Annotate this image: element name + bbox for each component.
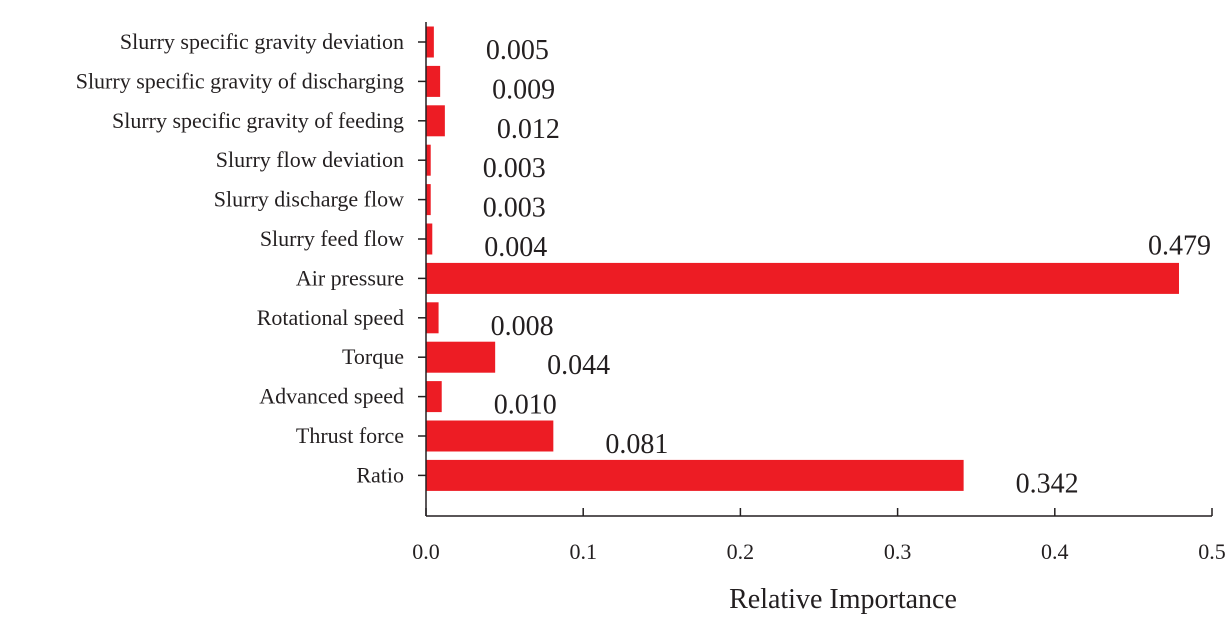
bar	[426, 144, 431, 176]
bar	[426, 26, 434, 58]
bar	[426, 262, 1179, 294]
bar	[426, 223, 433, 255]
value-label: 0.003	[483, 153, 546, 184]
bar	[426, 420, 554, 452]
bar	[426, 65, 441, 97]
category-label: Slurry discharge flow	[214, 187, 404, 212]
value-label: 0.342	[1016, 468, 1079, 499]
x-tick-label: 0.5	[1198, 539, 1226, 564]
category-label: Rotational speed	[257, 305, 404, 330]
category-label: Slurry specific gravity deviation	[120, 29, 404, 54]
bar	[426, 105, 445, 137]
x-tick-label: 0.3	[884, 539, 912, 564]
x-axis-title: Relative Importance	[729, 584, 957, 615]
value-label: 0.008	[491, 311, 554, 342]
bar	[426, 302, 439, 334]
value-label: 0.081	[605, 429, 668, 460]
x-tick-label: 0.2	[727, 539, 755, 564]
bar	[426, 341, 496, 373]
category-label: Slurry flow deviation	[216, 147, 404, 172]
category-label: Ratio	[356, 462, 404, 487]
value-label: 0.009	[492, 74, 555, 105]
category-label: Air pressure	[296, 265, 404, 290]
value-label: 0.044	[547, 350, 610, 381]
bar	[426, 381, 442, 413]
category-labels: Slurry specific gravity deviation Slurry …	[76, 29, 404, 487]
axes-group	[418, 22, 1212, 517]
value-label: 0.479	[1148, 230, 1211, 261]
bar	[426, 184, 431, 216]
category-label: Slurry specific gravity of feeding	[112, 108, 404, 133]
category-label: Advanced speed	[259, 384, 404, 409]
bars-group	[426, 26, 1179, 491]
category-label: Slurry specific gravity of discharging	[76, 68, 404, 93]
bar	[426, 459, 964, 491]
x-ticks: 0.0 0.1 0.2 0.3 0.4 0.5	[412, 508, 1226, 564]
category-label: Thrust force	[296, 423, 404, 448]
value-label: 0.010	[494, 390, 557, 421]
x-tick-label: 0.4	[1041, 539, 1069, 564]
value-label: 0.004	[484, 232, 547, 263]
value-label: 0.005	[486, 35, 549, 66]
value-labels: 0.005 0.009 0.012 0.003 0.003 0.004 0.479 0.008…	[483, 35, 1211, 499]
x-tick-label: 0.0	[412, 539, 440, 564]
category-label: Torque	[342, 344, 404, 369]
x-tick-label: 0.1	[569, 539, 597, 564]
value-label: 0.003	[483, 193, 546, 224]
category-label: Slurry feed flow	[260, 226, 404, 251]
value-label: 0.012	[497, 114, 560, 145]
